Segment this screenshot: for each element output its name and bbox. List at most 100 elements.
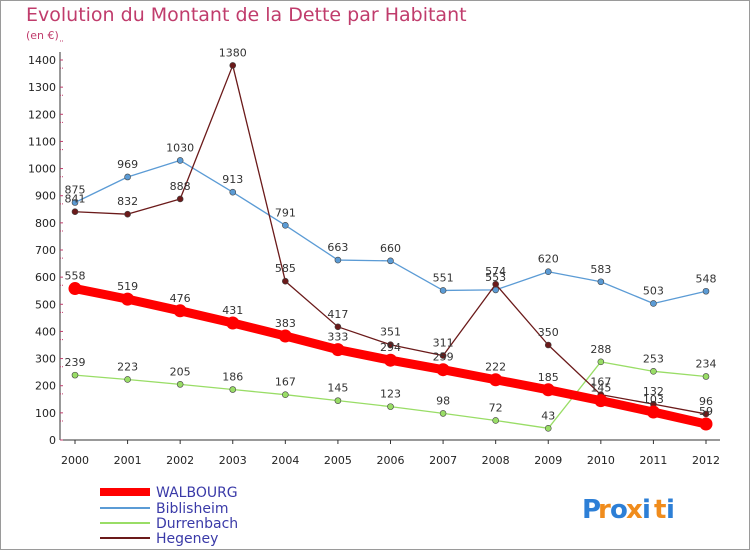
data-point-walbourg xyxy=(173,304,187,318)
data-label-hegeney: 132 xyxy=(643,385,664,398)
x-tick-label: 2003 xyxy=(219,454,247,467)
logo-letter: r xyxy=(598,495,611,525)
data-label-walbourg: 383 xyxy=(275,317,296,330)
data-label-hegeney: 888 xyxy=(170,180,191,193)
data-point-walbourg xyxy=(121,292,135,306)
data-point-walbourg xyxy=(384,353,397,367)
y-tick-label: 700 xyxy=(35,244,56,257)
logo-letter: t xyxy=(654,495,666,525)
data-label-walbourg: 294 xyxy=(380,341,401,354)
data-label-biblisheim: 913 xyxy=(222,173,243,186)
data-label-biblisheim: 875 xyxy=(65,184,86,197)
data-label-walbourg: 558 xyxy=(65,270,86,283)
y-tick-label: 600 xyxy=(35,271,56,284)
data-point-hegeney xyxy=(387,341,394,349)
x-tick-label: 2012 xyxy=(692,454,720,467)
data-point-biblisheim xyxy=(282,222,289,229)
data-point-walbourg xyxy=(646,405,660,419)
data-point-walbourg xyxy=(594,394,608,408)
data-label-hegeney: 832 xyxy=(117,195,138,208)
data-label-hegeney: 574 xyxy=(485,265,506,278)
data-label-durrenbach: 223 xyxy=(117,360,138,373)
data-label-durrenbach: 234 xyxy=(696,357,717,370)
data-point-walbourg xyxy=(68,282,82,296)
data-label-durrenbach: 145 xyxy=(327,382,348,395)
data-point-walbourg xyxy=(436,363,450,377)
x-tick-label: 2007 xyxy=(429,454,457,467)
y-tick-label: 100 xyxy=(35,407,56,420)
y-tick-label: 1000 xyxy=(28,163,56,176)
data-label-walbourg: 103 xyxy=(643,393,664,406)
legend-label-hegeney: Hegeney xyxy=(156,531,218,547)
data-point-hegeney xyxy=(176,195,184,203)
y-tick-label: 400 xyxy=(35,325,56,338)
data-label-biblisheim: 553 xyxy=(485,271,506,284)
data-point-hegeney xyxy=(282,277,289,285)
data-label-durrenbach: 43 xyxy=(541,409,555,422)
y-tick-label: 500 xyxy=(35,298,56,311)
data-label-durrenbach: 253 xyxy=(643,352,664,365)
data-label-biblisheim: 969 xyxy=(117,158,138,171)
x-tick-label: 2001 xyxy=(114,454,142,467)
data-point-biblisheim xyxy=(176,157,184,164)
data-point-biblisheim xyxy=(71,199,79,206)
data-point-walbourg xyxy=(278,329,292,343)
data-label-walbourg: 59 xyxy=(699,405,713,418)
x-tick-label: 2000 xyxy=(61,454,89,467)
data-point-biblisheim xyxy=(597,278,605,286)
data-label-biblisheim: 551 xyxy=(433,271,454,284)
data-label-walbourg: 431 xyxy=(222,304,243,317)
logo-letter: P xyxy=(582,495,601,525)
data-label-hegeney: 585 xyxy=(275,262,296,275)
x-tick-label: 2011 xyxy=(639,454,667,467)
data-label-durrenbach: 288 xyxy=(590,343,611,356)
data-label-durrenbach: 239 xyxy=(65,356,86,369)
data-point-durrenbach xyxy=(439,410,447,417)
data-label-hegeney: 417 xyxy=(327,308,348,321)
y-tick-label: 800 xyxy=(35,217,56,230)
data-point-durrenbach xyxy=(492,417,499,424)
y-tick-label: 200 xyxy=(35,380,56,393)
y-tick-label: 1100 xyxy=(28,135,56,148)
legend-label-biblisheim: Biblisheim xyxy=(156,501,228,517)
logo-letter: i xyxy=(642,495,651,525)
data-label-walbourg: 222 xyxy=(485,361,506,374)
data-label-walbourg: 333 xyxy=(327,331,348,344)
data-label-biblisheim: 583 xyxy=(590,263,611,276)
data-point-durrenbach xyxy=(176,381,184,388)
data-point-durrenbach xyxy=(387,403,394,410)
data-label-hegeney: 96 xyxy=(699,395,713,408)
data-point-hegeney xyxy=(124,210,131,218)
data-point-biblisheim xyxy=(334,256,342,264)
x-tick-label: 2009 xyxy=(534,454,562,467)
data-point-hegeney xyxy=(702,410,710,418)
data-point-biblisheim xyxy=(702,287,710,295)
data-label-hegeney: 1380 xyxy=(219,46,247,59)
x-tick-label: 2002 xyxy=(166,454,194,467)
data-point-walbourg xyxy=(331,343,345,357)
data-point-biblisheim xyxy=(439,287,447,294)
data-point-hegeney xyxy=(229,62,237,69)
logo-letter: o xyxy=(610,495,628,525)
data-label-walbourg: 185 xyxy=(538,371,559,384)
data-label-durrenbach: 186 xyxy=(222,371,243,384)
data-label-biblisheim: 791 xyxy=(275,206,296,219)
data-point-walbourg xyxy=(489,373,503,387)
y-tick-label: 900 xyxy=(35,190,56,203)
x-tick-label: 2005 xyxy=(324,454,352,467)
data-point-biblisheim xyxy=(124,173,131,181)
x-tick-label: 2008 xyxy=(482,454,510,467)
y-tick-label: 0 xyxy=(49,434,56,447)
data-point-biblisheim xyxy=(650,300,657,307)
data-point-biblisheim xyxy=(229,188,237,196)
data-point-hegeney xyxy=(71,208,79,216)
data-point-durrenbach xyxy=(544,425,552,432)
data-label-biblisheim: 503 xyxy=(643,284,664,297)
data-point-walbourg xyxy=(541,383,555,397)
data-point-durrenbach xyxy=(702,373,710,380)
chart-title: Evolution du Montant de la Dette par Hab… xyxy=(26,4,467,26)
data-point-hegeney xyxy=(492,280,499,288)
logo-letter: i xyxy=(666,495,675,525)
x-tick-label: 2004 xyxy=(271,454,299,467)
